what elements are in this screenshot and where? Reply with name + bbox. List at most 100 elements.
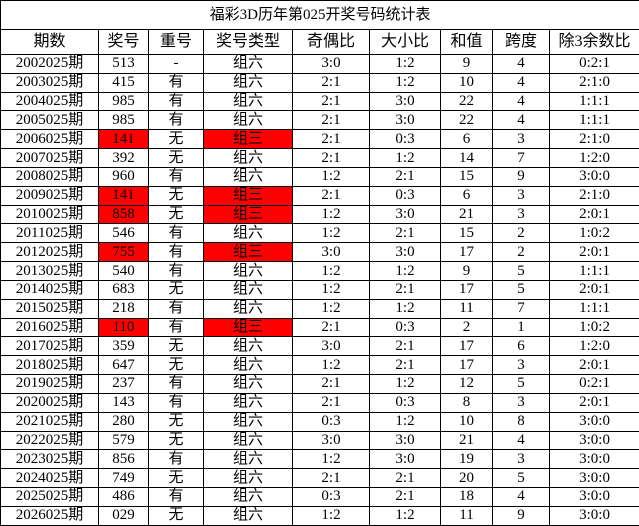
table-cell: 有 <box>148 317 204 338</box>
table-cell: 2003025期 <box>0 72 99 93</box>
table-cell: 2:1 <box>292 185 370 206</box>
table-cell: 10 <box>440 411 493 432</box>
table-cell: 组六 <box>203 148 293 168</box>
table-cell: 9 <box>492 166 550 187</box>
table-cell: 1:1:1 <box>548 110 639 131</box>
table-cell: 960 <box>98 166 149 187</box>
table-cell: 1:2 <box>369 72 441 93</box>
table-row: 2009025期 141 无组三 2:1 0:3 6 3 2:1:0 <box>0 185 639 206</box>
table-cell: 2020025期 <box>0 392 99 413</box>
table-cell: 3 <box>492 185 550 206</box>
table-cell: 2005025期 <box>0 110 99 131</box>
table-cell: 1:2 <box>292 279 370 300</box>
table-cell: 2014025期 <box>0 279 99 300</box>
table-cell: 3:0 <box>292 430 370 451</box>
column-header: 奇偶比 <box>292 29 370 55</box>
table-cell: 647 <box>98 355 149 376</box>
table-cell: 3 <box>492 204 550 225</box>
table-cell: 无 <box>148 355 204 376</box>
table-cell: 0:2:1 <box>548 374 639 394</box>
table-row: 2011025期 546 有组六 1:2 2:1 15 2 1:0:2 <box>0 223 639 244</box>
table-cell: 3:0 <box>292 336 370 357</box>
column-header: 除3余数比 <box>548 29 639 55</box>
table-cell: 2021025期 <box>0 411 99 432</box>
table-cell: 2:1:0 <box>548 72 639 93</box>
table-cell: 无 <box>148 185 204 206</box>
table-cell: 1:2 <box>292 355 370 376</box>
table-cell: 3 <box>492 355 550 376</box>
table-cell: 无 <box>148 148 204 168</box>
table-cell: 359 <box>98 336 149 357</box>
table-cell: 有 <box>148 487 204 507</box>
table-cell: 组六 <box>203 223 293 244</box>
table-cell: 2017025期 <box>0 336 99 357</box>
table-cell: 3:0:0 <box>548 468 639 489</box>
table-cell: 2016025期 <box>0 317 99 338</box>
table-cell: 1:2 <box>369 505 441 526</box>
table-cell: 有 <box>148 261 204 281</box>
table-cell: 15 <box>440 166 493 187</box>
table-cell: 3:0 <box>369 449 441 470</box>
table-row: 2003025期 415 有组六 2:1 1:2 10 4 2:1:0 <box>0 72 639 93</box>
table-cell: 2:1 <box>369 166 441 187</box>
table-cell: 3:0 <box>292 242 370 263</box>
table-cell: 415 <box>98 72 149 93</box>
table-cell: 2:1 <box>292 392 370 413</box>
column-header: 奖号类型 <box>203 29 293 55</box>
table-cell: 无 <box>148 411 204 432</box>
table-row: 2014025期 683 无组六 1:2 2:1 17 5 2:0:1 <box>0 279 639 300</box>
table-cell: 2022025期 <box>0 430 99 451</box>
table-cell: 141 <box>98 185 149 206</box>
table-cell: 17 <box>440 355 493 376</box>
table-cell: 1:2 <box>369 298 441 319</box>
table-cell: 0:3 <box>369 185 441 206</box>
table-cell: 组六 <box>203 298 293 319</box>
table-cell: 组六 <box>203 487 293 507</box>
table-cell: 6 <box>492 336 550 357</box>
table-cell: 有 <box>148 449 204 470</box>
table-cell: 11 <box>440 505 493 526</box>
table-cell: 2002025期 <box>0 54 99 74</box>
table-cell: 18 <box>440 487 493 507</box>
table-cell: 17 <box>440 279 493 300</box>
table-cell: 无 <box>148 505 204 526</box>
table-cell: 2025025期 <box>0 487 99 507</box>
table-cell: 2019025期 <box>0 374 99 394</box>
table-row: 2016025期 110 有组三 2:1 0:3 2 1 1:0:2 <box>0 317 639 338</box>
table-cell: 1:2 <box>292 204 370 225</box>
table-row: 2020025期 143 有组六 2:1 0:3 8 3 2:0:1 <box>0 392 639 413</box>
table-cell: 2026025期 <box>0 505 99 526</box>
table-cell: 2:1 <box>369 487 441 507</box>
table-cell: 858 <box>98 204 149 225</box>
table-cell: 3:0:0 <box>548 505 639 526</box>
table-row: 2012025期 755 有组三 3:0 3:0 17 2 2:0:1 <box>0 242 639 263</box>
table-cell: 19 <box>440 449 493 470</box>
table-cell: 985 <box>98 110 149 131</box>
table-cell: 2 <box>492 242 550 263</box>
table-cell: 4 <box>492 72 550 93</box>
title-row: 福彩3D历年第025开奖号码统计表 <box>0 0 639 30</box>
table-cell: 2:1 <box>369 355 441 376</box>
table-cell: 无 <box>148 204 204 225</box>
table-cell: 有 <box>148 110 204 131</box>
table-cell: 3:0:0 <box>548 430 639 451</box>
table-cell: 4 <box>492 54 550 74</box>
table-cell: 3 <box>492 449 550 470</box>
table-cell: 有 <box>148 91 204 112</box>
table-cell: 无 <box>148 129 204 150</box>
table-cell: 546 <box>98 223 149 244</box>
column-header: 大小比 <box>369 29 441 55</box>
table-cell: 683 <box>98 279 149 300</box>
table-cell: 5 <box>492 468 550 489</box>
table-cell: 1:2 <box>292 449 370 470</box>
table-cell: 2010025期 <box>0 204 99 225</box>
column-header: 期数 <box>0 29 99 55</box>
table-cell: 3:0 <box>369 242 441 263</box>
table-cell: 9 <box>492 505 550 526</box>
table-cell: 有 <box>148 223 204 244</box>
table-cell: 110 <box>98 317 149 338</box>
table-cell: 1:2 <box>292 166 370 187</box>
table-cell: 组三 <box>203 242 293 263</box>
table-cell: 21 <box>440 430 493 451</box>
